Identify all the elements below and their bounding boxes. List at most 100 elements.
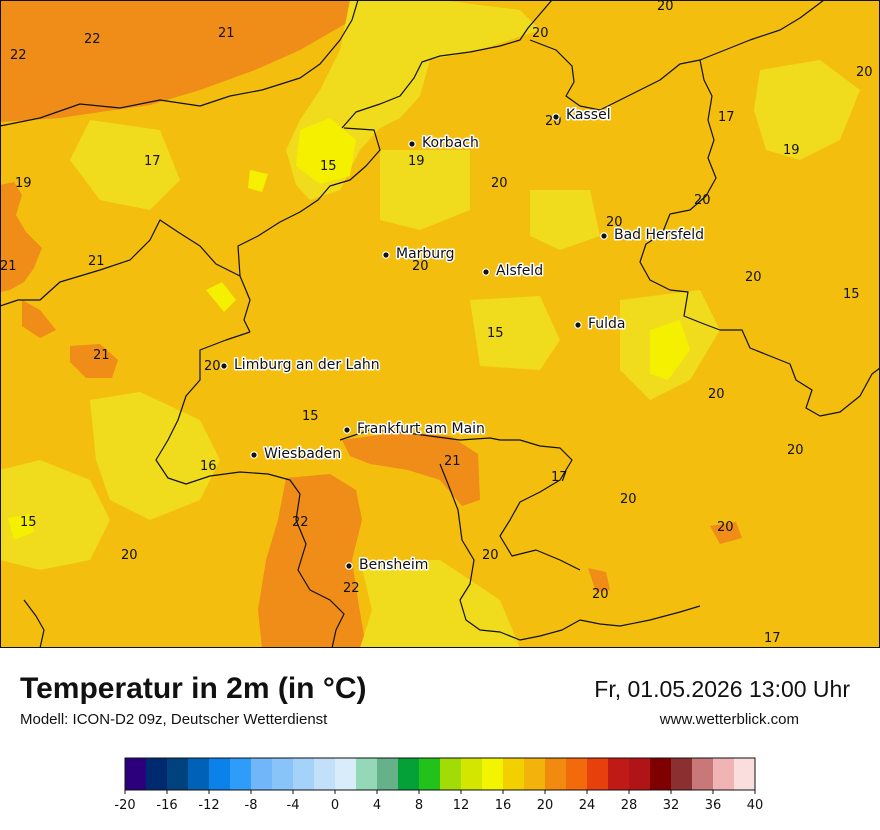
- legend-tick-label: 36: [705, 798, 722, 813]
- city-label: Fulda: [588, 316, 626, 332]
- border-south: [295, 493, 345, 648]
- legend-swatch: [272, 758, 294, 790]
- temp-value: 17: [718, 110, 735, 125]
- legend-swatch: [692, 758, 714, 790]
- city-label: Wiesbaden: [264, 446, 341, 462]
- field-warm-w: [0, 182, 42, 292]
- legend-swatch: [608, 758, 630, 790]
- legend-swatch: [251, 758, 273, 790]
- website-link[interactable]: www.wetterblick.com: [659, 711, 799, 728]
- field-warm-e1: [710, 522, 742, 544]
- temp-value: 20: [592, 587, 609, 602]
- temp-value: 21: [218, 26, 235, 41]
- legend-tick-label: 28: [621, 798, 638, 813]
- field-cool-5: [8, 514, 34, 540]
- temp-value: 19: [408, 154, 425, 169]
- legend-tick-label: 8: [415, 798, 423, 813]
- legend-swatch: [377, 758, 399, 790]
- legend-swatch: [503, 758, 525, 790]
- field-warm-south: [258, 474, 366, 648]
- legend-tick-label: -16: [156, 798, 177, 813]
- legend-tick-label: -8: [245, 798, 258, 813]
- border-east: [639, 59, 880, 417]
- legend-swatch: [566, 758, 588, 790]
- temp-value: 20: [491, 176, 508, 191]
- temp-value: 15: [302, 409, 319, 424]
- city-korbach: Korbach: [408, 134, 480, 153]
- field-light-sw: [0, 460, 110, 570]
- field-cool-2: [248, 170, 268, 192]
- legend-tick-label: -20: [114, 798, 135, 813]
- temp-value: 22: [84, 32, 101, 47]
- field-cool-4: [206, 282, 236, 312]
- legend-swatch: [188, 758, 210, 790]
- temp-value: 20: [745, 270, 762, 285]
- legend-tick-label: 12: [453, 798, 470, 813]
- legend-swatch: [209, 758, 231, 790]
- temperature-labels: 20 20 22 22 21 20 17 19 19 15 17 19 20 2…: [0, 0, 873, 646]
- legend-swatch: [335, 758, 357, 790]
- legend-tick-label: 0: [331, 798, 339, 813]
- temp-value: 17: [551, 470, 568, 485]
- legend-tick-label: 20: [537, 798, 554, 813]
- temperature-map: 20 20 22 22 21 20 17 19 19 15 17 19 20 2…: [0, 0, 880, 648]
- city-kassel: Kassel: [552, 106, 612, 125]
- city-marburg: Marburg: [382, 245, 456, 264]
- city-label: Kassel: [566, 107, 611, 123]
- legend-tick-label: 40: [747, 798, 764, 813]
- city-label: Alsfeld: [496, 263, 543, 279]
- map-title: Temperatur in 2m (in °C): [20, 672, 367, 705]
- temp-value: 20: [532, 26, 549, 41]
- city-frankfurt: Frankfurt am Main: [343, 420, 486, 439]
- border-southwest: [155, 331, 301, 495]
- field-cool-1: [296, 118, 356, 184]
- state-borders: [0, 0, 880, 648]
- temp-value: 15: [20, 515, 37, 530]
- city-wiesbaden: Wiesbaden: [250, 445, 343, 464]
- legend-swatch: [482, 758, 504, 790]
- field-light-center: [380, 150, 470, 230]
- legend-swatch: [713, 758, 735, 790]
- city-label: Bad Hersfeld: [614, 227, 704, 243]
- temp-value: 20: [787, 443, 804, 458]
- legend-swatch: [545, 758, 567, 790]
- temp-value: 21: [444, 454, 461, 469]
- temp-value: 15: [320, 159, 337, 174]
- temp-value: 20: [657, 0, 674, 14]
- temp-value: 21: [88, 254, 105, 269]
- temp-value: 20: [717, 520, 734, 535]
- temp-value: 20: [606, 215, 623, 230]
- legend-swatch: [230, 758, 252, 790]
- legend-swatch: [398, 758, 420, 790]
- color-legend: -20 -16 -12 -8 -4 0 4 8 12 16 20 24 28 32 36 40: [100, 750, 780, 820]
- legend-tick-label: 4: [373, 798, 381, 813]
- forecast-datetime: Fr, 01.05.2026 13:00 Uhr: [594, 676, 850, 702]
- legend-swatch: [461, 758, 483, 790]
- temp-value: 20: [482, 548, 499, 563]
- field-light-center2: [530, 190, 600, 250]
- temp-value: 15: [843, 287, 860, 302]
- field-warm-frankfurt: [342, 432, 480, 506]
- legend-swatch: [419, 758, 441, 790]
- city-label: Frankfurt am Main: [357, 421, 485, 437]
- temp-value: 22: [292, 515, 309, 530]
- border-se2: [499, 439, 581, 571]
- temp-value: 20: [708, 387, 725, 402]
- field-light-west: [70, 120, 180, 210]
- legend-swatch: [671, 758, 693, 790]
- border-north: [341, 0, 553, 129]
- temp-value: 17: [764, 631, 781, 646]
- legend-tick-label: 32: [663, 798, 680, 813]
- legend-tick-label: 24: [579, 798, 596, 813]
- legend-swatch: [440, 758, 462, 790]
- legend-swatch: [293, 758, 315, 790]
- temp-value: 20: [204, 359, 221, 374]
- model-subtitle: Modell: ICON-D2 09z, Deutscher Wetterdie…: [20, 711, 328, 728]
- city-bad-hersfeld: Bad Hersfeld: [600, 226, 706, 245]
- border-west: [0, 219, 251, 333]
- field-light-center3: [470, 296, 560, 370]
- temp-value: 19: [15, 176, 32, 191]
- temp-value: 20: [121, 548, 138, 563]
- field-warm-limburg: [70, 344, 118, 378]
- border-kassel: [529, 0, 825, 111]
